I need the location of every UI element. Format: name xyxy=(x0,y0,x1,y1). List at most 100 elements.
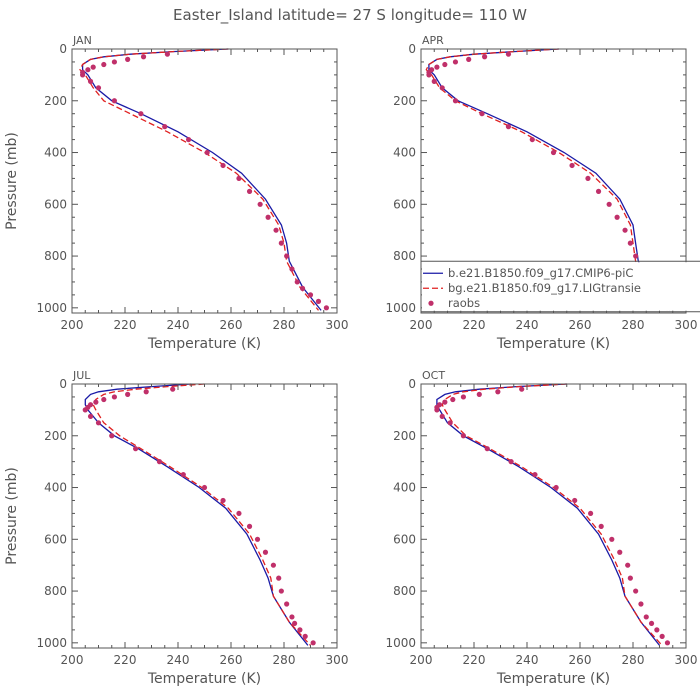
model2-line xyxy=(441,383,663,646)
raobs-point xyxy=(257,201,263,207)
x-tick-label: 240 xyxy=(516,318,539,332)
raobs-point xyxy=(246,523,253,529)
raobs-point xyxy=(273,227,279,233)
y-tick-label: 200 xyxy=(44,94,67,108)
x-axis-label: Temperature (K) xyxy=(147,671,261,687)
raobs-point xyxy=(553,484,559,491)
x-tick-label: 220 xyxy=(114,318,137,332)
raobs-point xyxy=(90,64,96,70)
raobs-point xyxy=(315,298,322,304)
raobs-point xyxy=(180,471,186,478)
raobs-point xyxy=(450,396,456,403)
y-tick-label: 800 xyxy=(44,249,67,263)
raobs-point xyxy=(80,72,86,78)
x-tick-label: 200 xyxy=(410,653,433,667)
raobs-point xyxy=(460,433,466,439)
raobs-point xyxy=(529,136,535,143)
raobs-point xyxy=(186,136,192,143)
raobs-point xyxy=(262,549,269,555)
raobs-point xyxy=(140,54,147,60)
x-tick-label: 280 xyxy=(273,653,296,667)
raobs-point xyxy=(111,59,117,65)
raobs-point xyxy=(292,620,298,627)
raobs-point xyxy=(614,214,620,220)
raobs-point xyxy=(276,575,282,581)
raobs-point xyxy=(588,510,594,517)
raobs-point xyxy=(111,394,117,400)
y-tick-label: 0 xyxy=(59,377,67,391)
raobs-point xyxy=(307,292,314,298)
raobs-point xyxy=(138,111,144,117)
raobs-point xyxy=(284,601,290,607)
legend: b.e21.B1850.f09_g17.CMIP6-piCbg.e21.B185… xyxy=(421,260,700,313)
raobs-point xyxy=(654,627,660,633)
y-tick-label: 400 xyxy=(393,146,416,160)
raobs-point xyxy=(426,72,432,78)
legend-label-2: bg.e21.B1850.f09_g17.LIGtransie xyxy=(448,281,641,295)
y-tick-label: 600 xyxy=(393,532,416,546)
raobs-point xyxy=(270,562,276,568)
raobs-point xyxy=(111,98,117,104)
raobs-point xyxy=(572,497,578,504)
raobs-point xyxy=(278,240,284,246)
raobs-point xyxy=(101,396,107,403)
raobs-point xyxy=(495,389,501,395)
raobs-point xyxy=(442,399,448,405)
plot-frame xyxy=(420,383,687,649)
raobs-point xyxy=(439,413,445,419)
y-tick-label: 600 xyxy=(44,197,67,211)
x-tick-label: 220 xyxy=(463,318,486,332)
raobs-point xyxy=(431,78,437,84)
raobs-point xyxy=(664,640,671,646)
raobs-point xyxy=(297,627,303,633)
raobs-point xyxy=(659,633,665,639)
y-tick-label: 1000 xyxy=(385,636,416,650)
panel-label: APR xyxy=(422,34,444,47)
raobs-point xyxy=(585,175,591,182)
x-tick-label: 200 xyxy=(61,653,84,667)
raobs-point xyxy=(505,51,512,57)
raobs-point xyxy=(299,285,306,292)
y-tick-label: 400 xyxy=(393,481,416,495)
y-tick-label: 200 xyxy=(393,94,416,108)
raobs-point xyxy=(569,162,575,169)
raobs-point xyxy=(289,266,295,272)
raobs-point xyxy=(550,149,557,156)
raobs-point xyxy=(633,588,639,594)
y-tick-label: 800 xyxy=(393,584,416,598)
raobs-point xyxy=(447,420,453,426)
x-tick-label: 300 xyxy=(675,653,698,667)
y-tick-label: 800 xyxy=(393,249,416,263)
panel-apr: 200 220 240 260 280 300 0 200 400 600 800 1000 APR Te… xyxy=(385,34,700,352)
x-tick-label: 260 xyxy=(569,318,592,332)
raobs-point xyxy=(627,240,633,246)
raobs-point xyxy=(246,188,253,194)
raobs-point xyxy=(617,549,623,555)
raobs-point xyxy=(164,51,170,57)
x-tick-label: 260 xyxy=(220,318,243,332)
y-tick-label: 400 xyxy=(44,481,67,495)
legend-background xyxy=(422,262,700,311)
y-tick-label: 1000 xyxy=(385,301,416,315)
x-tick-label: 300 xyxy=(326,318,349,332)
raobs-point xyxy=(606,201,612,207)
x-tick-label: 280 xyxy=(622,653,645,667)
x-tick-label: 240 xyxy=(516,653,539,667)
y-tick-label: 600 xyxy=(44,532,67,546)
x-axis-label: Temperature (K) xyxy=(496,336,610,352)
x-tick-label: 220 xyxy=(114,653,137,667)
raobs-point xyxy=(201,484,208,491)
y-tick-label: 0 xyxy=(408,377,416,391)
panel-label: JUL xyxy=(72,369,91,382)
y-tick-label: 1000 xyxy=(36,301,67,315)
x-tick-label: 260 xyxy=(220,653,243,667)
y-axis-label: Pressure (mb) xyxy=(4,467,20,565)
raobs-point xyxy=(323,305,329,311)
y-tick-label: 400 xyxy=(44,146,67,160)
y-tick-label: 0 xyxy=(59,42,67,56)
raobs-point xyxy=(638,601,644,607)
raobs-point xyxy=(220,497,226,504)
raobs-point xyxy=(442,61,448,68)
raobs-point xyxy=(460,394,466,400)
